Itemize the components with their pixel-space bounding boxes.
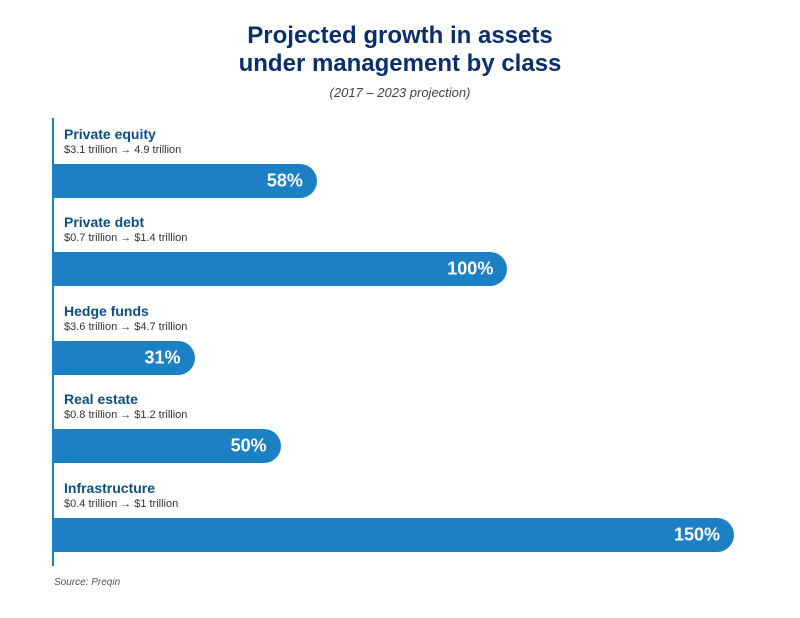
arrow-icon: → (120, 409, 131, 421)
bar: 58% (54, 164, 317, 198)
title-line-1: Projected growth in assets (247, 22, 552, 49)
category-name: Infrastructure (64, 480, 178, 496)
bar-row: Hedge funds $3.6 trillion→$4.7 trillion 31… (54, 303, 760, 381)
range-to: 4.9 trillion (134, 144, 181, 156)
range-label: $0.7 trillion→$1.4 trillion (64, 232, 187, 244)
bar-row: Private equity $3.1 trillion→4.9 trillion… (54, 126, 760, 204)
bar-rows: Private equity$3.1 trillion→4.9 trillion… (54, 126, 760, 558)
category-name: Real estate (64, 391, 187, 407)
chart-subtitle: (2017 – 2023 projection) (40, 85, 760, 100)
bar-value: 150% (674, 524, 720, 545)
row-label: Private debt $0.7 trillion→$1.4 trillion (64, 214, 187, 244)
category-name: Private equity (64, 126, 181, 142)
title-line-2: under management by class (239, 50, 562, 77)
chart-title: Projected growth in assets under managem… (40, 22, 760, 79)
row-label: Private equity $3.1 trillion→4.9 trillion (64, 126, 181, 156)
bar: 100% (54, 252, 507, 286)
bar-value: 50% (231, 436, 267, 457)
range-from: $0.4 trillion (64, 498, 117, 510)
range-label: $3.6 trillion→$4.7 trillion (64, 321, 187, 333)
range-to: $1.2 trillion (134, 409, 187, 421)
bar-row: Infrastructure $0.4 trillion→$1 trillion 1… (54, 480, 760, 558)
chart-plot: Private equity$3.1 trillion→4.9 trillion… (40, 118, 760, 588)
chart-container: Projected growth in assets under managem… (0, 0, 800, 618)
bar-value: 31% (145, 347, 181, 368)
range-to: $4.7 trillion (134, 321, 187, 333)
bar: 31% (54, 341, 195, 375)
bar: 150% (54, 518, 734, 552)
arrow-icon: → (120, 232, 131, 244)
bar-row: Private debt $0.7 trillion→$1.4 trillion 1… (54, 214, 760, 292)
bar-value: 100% (447, 259, 493, 280)
category-name: Private debt (64, 214, 187, 230)
row-label: Infrastructure $0.4 trillion→$1 trillion (64, 480, 178, 510)
arrow-icon: → (120, 321, 131, 333)
range-from: $3.1 trillion (64, 144, 117, 156)
range-to: $1.4 trillion (134, 232, 187, 244)
range-from: $0.8 trillion (64, 409, 117, 421)
range-from: $3.6 trillion (64, 321, 117, 333)
category-name: Hedge funds (64, 303, 187, 319)
bar: 50% (54, 429, 281, 463)
range-label: $0.8 trillion→$1.2 trillion (64, 409, 187, 421)
arrow-icon: → (120, 498, 131, 510)
range-label: $0.4 trillion→$1 trillion (64, 498, 178, 510)
range-to: $1 trillion (134, 498, 178, 510)
range-label: $3.1 trillion→4.9 trillion (64, 144, 181, 156)
bar-row: Real estate $0.8 trillion→$1.2 trillion 50… (54, 391, 760, 469)
bar-value: 58% (267, 170, 303, 191)
row-label: Hedge funds $3.6 trillion→$4.7 trillion (64, 303, 187, 333)
range-from: $0.7 trillion (64, 232, 117, 244)
row-label: Real estate $0.8 trillion→$1.2 trillion (64, 391, 187, 421)
arrow-icon: → (120, 144, 131, 156)
source-attribution: Source: Preqin (54, 577, 120, 588)
